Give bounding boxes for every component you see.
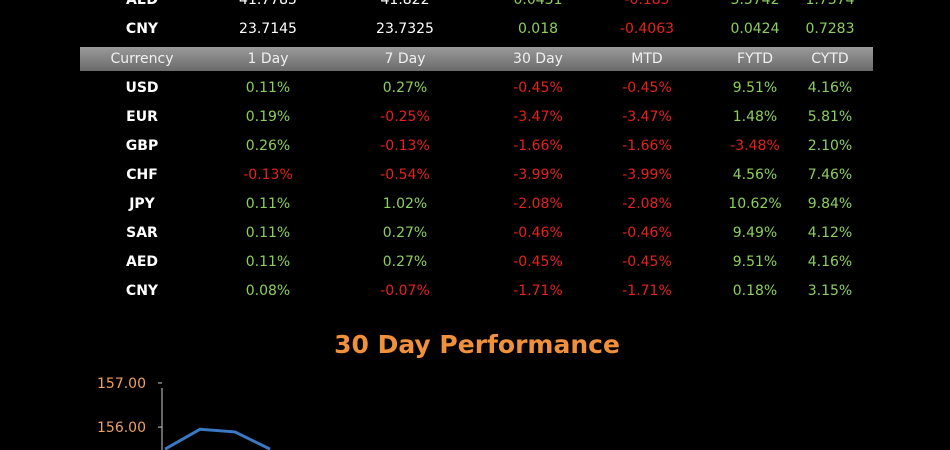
table-cell: 9.51% (732, 80, 778, 96)
table-cell: FYTD (737, 51, 773, 67)
table-cell: -3.99% (622, 167, 672, 183)
table-cell: 0.0431 (513, 0, 563, 8)
table-cell: -2.08% (513, 196, 563, 212)
table-cell: EUR (126, 109, 158, 125)
table-cell: JPY (129, 196, 155, 212)
table-cell: -0.45% (622, 254, 672, 270)
table-cell: -0.4063 (619, 21, 675, 37)
table-cell: -0.54% (380, 167, 430, 183)
table-cell: -1.71% (513, 283, 563, 299)
table-cell: 0.27% (382, 254, 428, 270)
table-cell: CNY (125, 21, 159, 37)
table-cell: -3.47% (513, 109, 563, 125)
header-bar (80, 47, 873, 71)
table-cell: 23.7325 (376, 21, 434, 37)
table-cell: -1.66% (513, 138, 563, 154)
table-cell: 0.27% (382, 225, 428, 241)
table-cell: 1.48% (732, 109, 778, 125)
table-cell: 9.49% (732, 225, 778, 241)
table-cell: -2.08% (622, 196, 672, 212)
table-cell: -1.66% (622, 138, 672, 154)
table-cell: 0.26% (245, 138, 291, 154)
table-cell: GBP (125, 138, 159, 154)
table-cell: 0.11% (245, 225, 291, 241)
table-cell: 2.10% (807, 138, 853, 154)
table-cell: 9.51% (732, 254, 778, 270)
table-cell: 4.16% (807, 80, 853, 96)
table-cell: -3.48% (730, 138, 780, 154)
table-cell: 0.11% (245, 196, 291, 212)
table-cell: 5.81% (807, 109, 853, 125)
table-cell: 3.5742 (730, 0, 780, 8)
table-cell: CNY (125, 283, 159, 299)
table-cell: Currency (110, 51, 174, 67)
table-cell: 10.62% (728, 196, 782, 212)
table-cell: 9.84% (807, 196, 853, 212)
y-tick-label: 157.00 (97, 376, 146, 392)
table-cell: 4.16% (807, 254, 853, 270)
table-cell: 1 Day (247, 51, 289, 67)
table-cell: -0.46% (622, 225, 672, 241)
table-cell: -0.185 (624, 0, 670, 8)
table-cell: -0.07% (380, 283, 430, 299)
table-cell: -0.45% (513, 254, 563, 270)
table-cell: -0.13% (380, 138, 430, 154)
table-cell: 0.018 (517, 21, 559, 37)
table-cell: 0.11% (245, 80, 291, 96)
table-cell: 0.7283 (805, 21, 855, 37)
table-cell: -0.46% (513, 225, 563, 241)
table-cell: 1.02% (382, 196, 428, 212)
table-cell: MTD (631, 51, 663, 67)
table-cell: 0.19% (245, 109, 291, 125)
table-cell: 0.18% (732, 283, 778, 299)
table-cell: 0.11% (245, 254, 291, 270)
table-cell: SAR (126, 225, 158, 241)
table-cell: -0.45% (622, 80, 672, 96)
table-cell: AED (125, 0, 159, 8)
table-cell: 7 Day (384, 51, 426, 67)
table-cell: -0.25% (380, 109, 430, 125)
table-cell: 3.15% (807, 283, 853, 299)
chart-title: 30 Day Performance (334, 330, 620, 359)
line (164, 427, 271, 450)
table-cell: 0.08% (245, 283, 291, 299)
table-cell: 30 Day (513, 51, 563, 67)
table-cell: 41.7785 (239, 0, 297, 8)
table-cell: USD (125, 80, 159, 96)
table-cell: 0.27% (382, 80, 428, 96)
table-cell: -3.47% (622, 109, 672, 125)
table-cell: -0.45% (513, 80, 563, 96)
table-cell: 23.7145 (239, 21, 297, 37)
table-cell: 1.7374 (805, 0, 855, 8)
table-cell: -0.13% (243, 167, 293, 183)
table-cell: 4.12% (807, 225, 853, 241)
table-cell: 41.822 (380, 0, 430, 8)
table-cell: AED (125, 254, 159, 270)
table-cell: CHF (126, 167, 158, 183)
table-cell: 4.56% (732, 167, 778, 183)
y-tick-label: 156.00 (97, 420, 146, 436)
table-cell: -1.71% (622, 283, 672, 299)
table-cell: -3.99% (513, 167, 563, 183)
table-cell: CYTD (811, 51, 849, 67)
table-cell: 7.46% (807, 167, 853, 183)
table-cell: 0.0424 (730, 21, 780, 37)
